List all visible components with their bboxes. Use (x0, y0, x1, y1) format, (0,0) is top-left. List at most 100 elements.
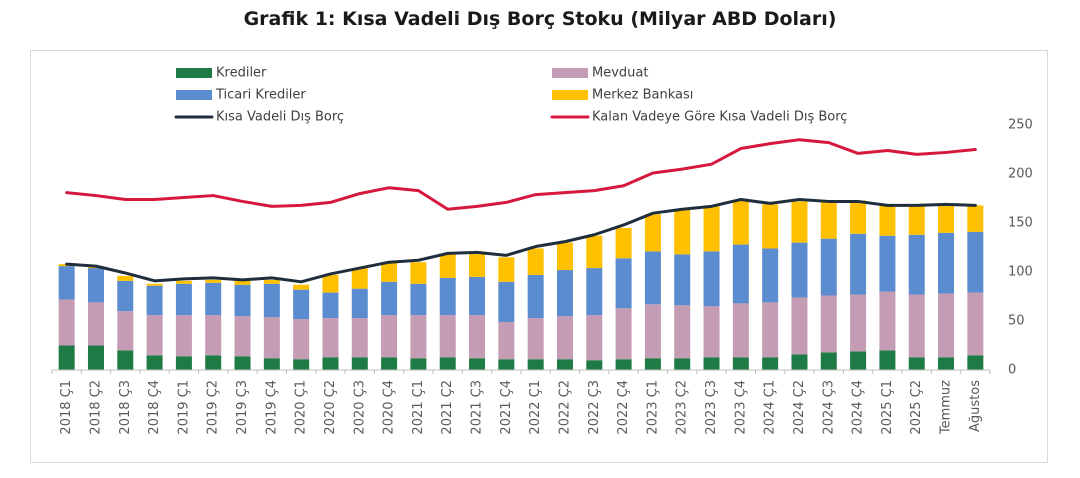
x-tick-label: 2018 Ç1 (59, 380, 74, 435)
bar-merkez-bankasi-15 (498, 257, 515, 282)
bar-ticari-krediler-19 (615, 258, 632, 309)
bar-ticari-krediler-23 (732, 244, 749, 304)
bar-mevduat-4 (175, 315, 192, 357)
bar-mevduat-0 (58, 299, 75, 346)
bar-krediler-8 (293, 359, 310, 370)
bar-ticari-krediler-31 (967, 231, 984, 293)
x-tick-label: 2022 Ç4 (616, 380, 631, 435)
bar-mevduat-7 (263, 317, 280, 359)
legend-label-ticari-krediler: Ticari Krediler (215, 88, 306, 103)
bar-merkez-bankasi-2 (117, 275, 134, 281)
legend-label-krediler: Krediler (216, 66, 267, 81)
bar-krediler-16 (527, 359, 544, 370)
bar-merkez-bankasi-7 (263, 279, 280, 284)
bar-ticari-krediler-18 (586, 268, 603, 316)
bar-ticari-krediler-2 (117, 280, 134, 312)
y-tick-label: 100 (1008, 265, 1033, 280)
x-tick-label: 2020 Ç1 (294, 380, 309, 435)
axis-layer: 2018 Ç1 2018 Ç2 2018 Ç3 2018 Ç4 2019 Ç1 2019 … (51, 118, 1033, 435)
legend-label-mevduat: Mevduat (592, 66, 648, 81)
bar-krediler-9 (322, 357, 339, 370)
y-tick-label: 50 (1008, 314, 1025, 329)
bar-krediler-14 (469, 358, 486, 370)
bar-krediler-19 (615, 359, 632, 370)
bar-mevduat-22 (703, 306, 720, 358)
bar-mevduat-17 (556, 316, 573, 360)
x-tick-label: 2025 Ç1 (880, 380, 895, 435)
bar-merkez-bankasi-24 (762, 204, 779, 249)
bar-krediler-7 (263, 358, 280, 370)
bar-merkez-bankasi-18 (586, 235, 603, 269)
bar-ticari-krediler-12 (410, 283, 427, 316)
bar-ticari-krediler-14 (469, 276, 486, 316)
x-tick-label: 2024 Ç4 (851, 380, 866, 435)
x-tick-label: Temmuz (939, 380, 954, 435)
chart-frame (30, 50, 1048, 463)
bar-ticari-krediler-21 (674, 254, 691, 306)
bar-merkez-bankasi-14 (469, 252, 486, 277)
legend-swatch-ticari-krediler (176, 90, 212, 100)
bar-mevduat-9 (322, 318, 339, 358)
bar-krediler-30 (938, 357, 955, 370)
bar-mevduat-27 (850, 294, 867, 352)
bar-krediler-28 (879, 350, 896, 370)
x-tick-label: 2023 Ç3 (704, 380, 719, 435)
bar-krediler-2 (117, 350, 134, 370)
bar-ticari-krediler-11 (381, 281, 398, 316)
legend-swatch-merkez-bankasi (552, 90, 588, 100)
bar-merkez-bankasi-27 (850, 200, 867, 234)
bar-merkez-bankasi-10 (351, 268, 368, 289)
lines-layer (65, 138, 977, 284)
x-tick-label: 2018 Ç3 (118, 380, 133, 435)
bar-krediler-18 (586, 360, 603, 370)
y-tick-label: 250 (1008, 118, 1033, 133)
bar-mevduat-5 (205, 315, 222, 356)
x-tick-label: 2021 Ç4 (499, 380, 514, 435)
bar-mevduat-19 (615, 308, 632, 360)
bar-ticari-krediler-9 (322, 292, 339, 319)
x-tick-label: 2019 Ç4 (264, 380, 279, 435)
bar-merkez-bankasi-4 (175, 280, 192, 284)
bar-mevduat-3 (146, 315, 163, 356)
bar-krediler-3 (146, 355, 163, 370)
bar-krediler-23 (732, 357, 749, 370)
bar-krediler-6 (234, 356, 251, 370)
bar-ticari-krediler-10 (351, 288, 368, 319)
x-tick-label: 2020 Ç4 (382, 380, 397, 435)
legend-label-kisa-vadeli-dis-borc: Kısa Vadeli Dış Borç (216, 110, 344, 125)
bar-krediler-0 (58, 345, 75, 370)
bar-krediler-17 (556, 359, 573, 370)
bar-ticari-krediler-15 (498, 281, 515, 322)
bar-merkez-bankasi-5 (205, 279, 222, 283)
x-tick-label: 2018 Ç2 (88, 380, 103, 435)
x-tick-label: 2022 Ç1 (528, 380, 543, 435)
legend: Krediler Mevduat Ticari Krediler Merkez Ban… (174, 66, 847, 125)
bar-krediler-4 (175, 356, 192, 370)
line-kisa-vadeli-dis-borc (65, 197, 977, 284)
bar-ticari-krediler-28 (879, 235, 896, 292)
bar-ticari-krediler-30 (938, 232, 955, 294)
x-tick-label: 2019 Ç3 (235, 380, 250, 435)
bar-ticari-krediler-22 (703, 251, 720, 307)
bar-merkez-bankasi-22 (703, 206, 720, 252)
bar-ticari-krediler-24 (762, 248, 779, 303)
bar-merkez-bankasi-21 (674, 209, 691, 255)
bar-mevduat-31 (967, 292, 984, 356)
bar-ticari-krediler-17 (556, 270, 573, 317)
line-kalan-vadeye-gore-kisa-vadeli-dis-borc (65, 138, 977, 211)
bar-krediler-26 (820, 352, 837, 370)
bar-mevduat-14 (469, 315, 486, 359)
legend-swatch-krediler (176, 68, 212, 78)
bar-mevduat-21 (674, 305, 691, 359)
bar-krediler-11 (381, 357, 398, 370)
x-tick-label: 2023 Ç4 (733, 380, 748, 435)
bar-mevduat-2 (117, 311, 134, 351)
x-tick-label: 2020 Ç3 (352, 380, 367, 435)
bar-ticari-krediler-29 (908, 234, 925, 295)
bar-ticari-krediler-13 (439, 277, 456, 316)
bar-krediler-29 (908, 357, 925, 370)
x-tick-label: 2021 Ç3 (470, 380, 485, 435)
x-tick-label: 2022 Ç2 (557, 380, 572, 435)
bar-mevduat-25 (791, 297, 808, 355)
bars-layer (58, 200, 984, 370)
